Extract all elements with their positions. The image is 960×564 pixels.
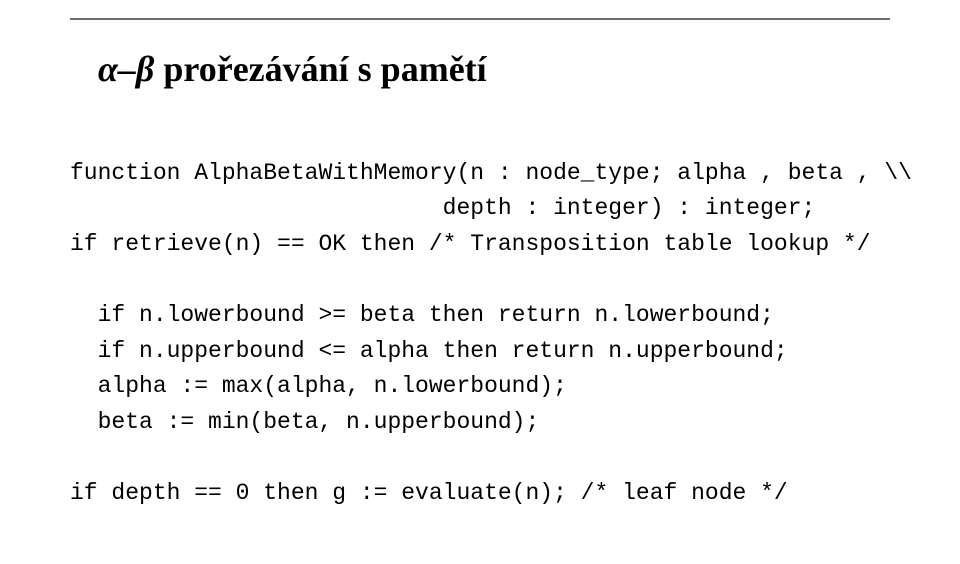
- code-line-8: beta := min(beta, n.upperbound);: [70, 409, 539, 435]
- code-line-1: function AlphaBetaWithMemory(n : node_ty…: [70, 160, 912, 186]
- top-rule: [70, 18, 890, 20]
- slide-page: α–β prořezávání s pamětí function AlphaB…: [0, 0, 960, 564]
- code-block: function AlphaBetaWithMemory(n : node_ty…: [70, 120, 890, 548]
- code-line-3: if retrieve(n) == OK then /* Transpositi…: [70, 231, 871, 257]
- code-line-5: if n.lowerbound >= beta then return n.lo…: [70, 302, 774, 328]
- slide-title: α–β prořezávání s pamětí: [98, 48, 890, 90]
- code-line-10: if depth == 0 then g := evaluate(n); /* …: [70, 480, 788, 506]
- title-rest: prořezávání s pamětí: [154, 49, 486, 89]
- code-line-6: if n.upperbound <= alpha then return n.u…: [70, 338, 788, 364]
- title-alpha-beta: α–β: [98, 49, 154, 89]
- code-line-2: depth : integer) : integer;: [70, 195, 815, 221]
- code-line-7: alpha := max(alpha, n.lowerbound);: [70, 373, 567, 399]
